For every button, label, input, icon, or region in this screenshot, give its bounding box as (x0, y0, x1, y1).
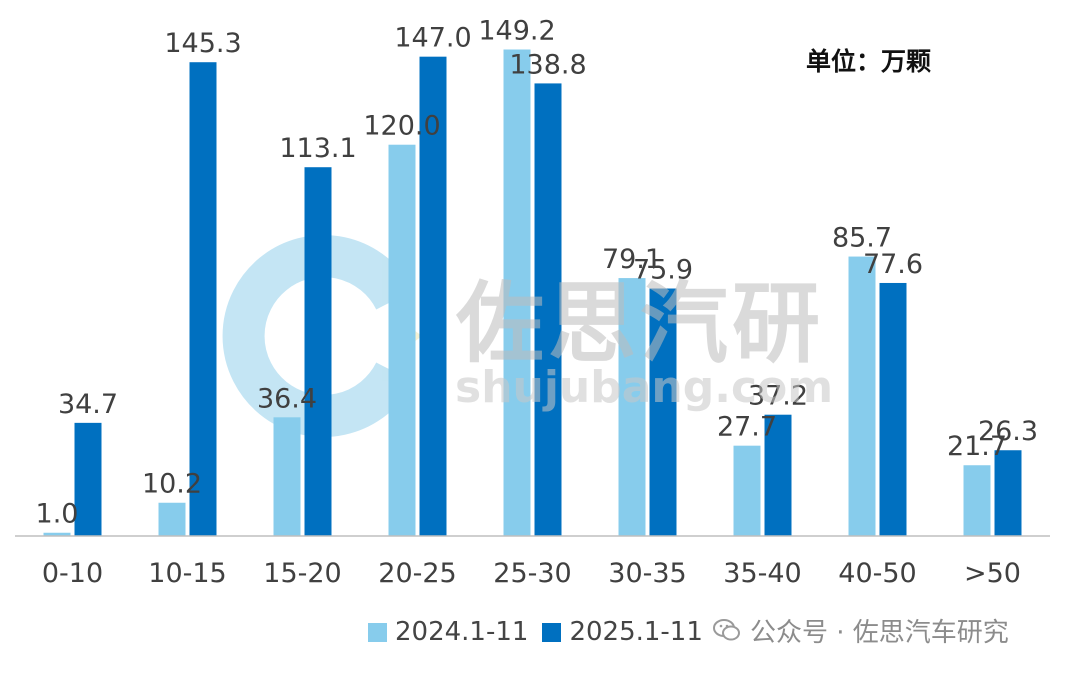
bar-2024-7 (848, 256, 876, 536)
bar-2025-6 (764, 414, 792, 536)
value-label-2025-3: 147.0 (394, 23, 471, 54)
category-label-8: >50 (964, 558, 1021, 589)
bar-2025-4 (534, 83, 562, 536)
category-label-6: 35-40 (723, 558, 801, 589)
category-label-7: 40-50 (838, 558, 916, 589)
category-label-1: 10-15 (148, 558, 226, 589)
legend: 2024.1-11 2025.1-11 (368, 617, 717, 647)
category-label-5: 30-35 (608, 558, 686, 589)
value-label-2025-2: 113.1 (279, 133, 356, 164)
bar-2024-3 (388, 144, 416, 536)
value-label-2025-6: 37.2 (748, 381, 808, 412)
wechat-watermark: 公众号 · 佐思汽车研究 (712, 612, 1009, 648)
category-label-0: 0-10 (42, 558, 103, 589)
value-label-2024-0: 1.0 (36, 499, 79, 530)
unit-label: 单位：万颗 (806, 47, 932, 76)
value-label-2025-5: 75.9 (633, 255, 693, 286)
legend-label-2025: 2025.1-11 (569, 617, 703, 647)
value-label-2024-8: 21.7 (947, 431, 1007, 462)
legend-label-2024: 2024.1-11 (395, 617, 529, 647)
value-label-2025-4: 138.8 (509, 49, 586, 80)
wechat-text: 公众号 · 佐思汽车研究 (750, 617, 1009, 648)
bars-layer (43, 49, 1022, 537)
bar-2024-6 (733, 445, 761, 536)
category-label-2: 15-20 (263, 558, 341, 589)
value-label-2024-6: 27.7 (717, 412, 777, 443)
bar-2025-3 (419, 56, 447, 537)
bar-2024-1 (158, 502, 186, 536)
watermark-brand: 佐思汽研 (456, 272, 825, 375)
bar-2024-8 (963, 465, 991, 536)
value-label-2025-0: 34.7 (58, 389, 118, 420)
value-label-2024-4: 149.2 (478, 16, 555, 47)
category-label-4: 25-30 (493, 558, 571, 589)
bar-2024-2 (273, 417, 301, 536)
bar-2025-5 (649, 288, 677, 536)
watermark-site: shujubang.com (455, 362, 834, 413)
bar-2025-8 (994, 450, 1022, 536)
wechat-icon (713, 619, 740, 641)
legend-item-2024: 2024.1-11 (368, 617, 528, 647)
bar-2025-2 (304, 167, 332, 536)
value-label-2024-5: 79.1 (602, 244, 662, 275)
bar-2024-5 (618, 278, 646, 536)
value-label-2024-3: 120.0 (363, 111, 440, 142)
bar-2025-7 (879, 282, 907, 536)
legend-swatch-2025 (542, 622, 562, 642)
category-label-3: 20-25 (378, 558, 456, 589)
bar-2025-0 (74, 422, 102, 536)
bar-2024-0 (43, 532, 71, 536)
value-label-2025-1: 145.3 (164, 28, 241, 59)
value-label-2024-7: 85.7 (832, 223, 892, 254)
value-label-2024-1: 10.2 (142, 469, 202, 500)
legend-item-2025: 2025.1-11 (542, 617, 703, 647)
value-label-2024-2: 36.4 (257, 383, 317, 414)
bar-2025-1 (189, 62, 217, 536)
category-labels-layer: 0-10 10-15 15-20 20-25 25-30 30-35 35-40 40-50 >… (42, 558, 1021, 589)
value-label-2025-7: 77.6 (863, 249, 923, 280)
bar-2024-4 (503, 49, 531, 536)
legend-swatch-2024 (368, 622, 387, 642)
value-label-2025-8: 26.3 (978, 416, 1038, 447)
